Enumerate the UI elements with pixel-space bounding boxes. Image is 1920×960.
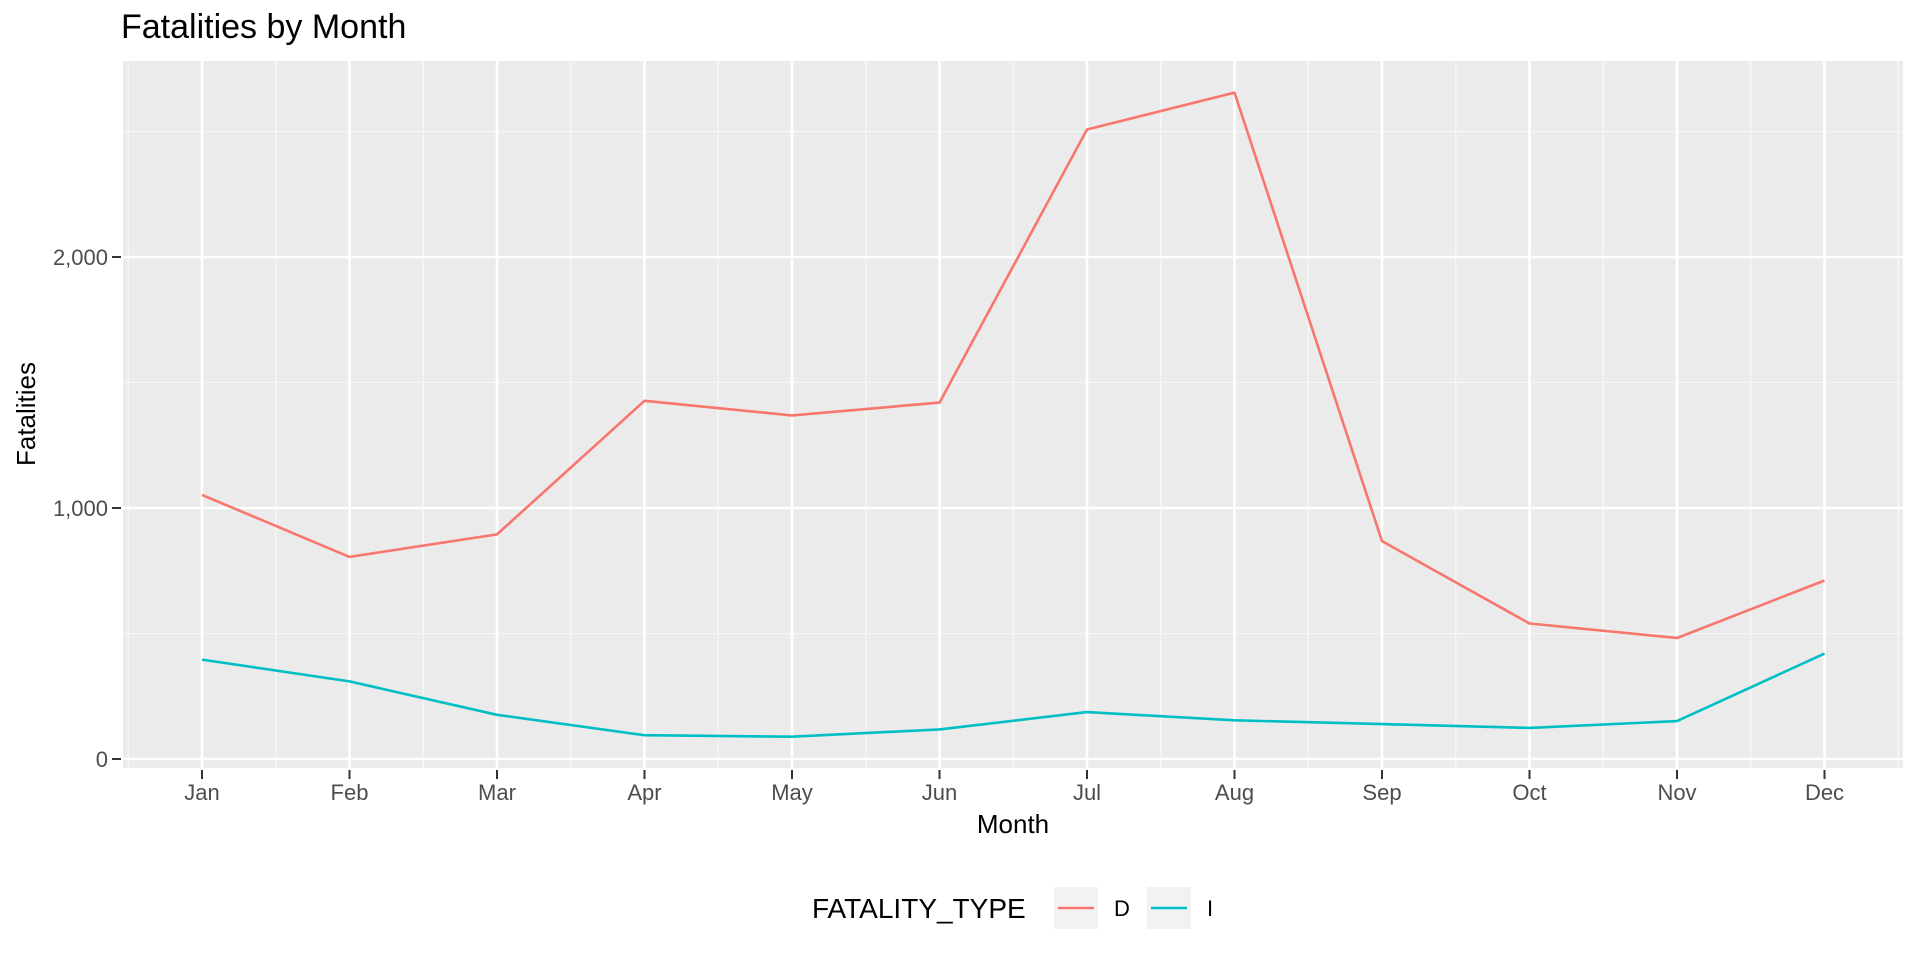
y-tick-label: 2,000 bbox=[53, 245, 108, 270]
x-tick-label: Feb bbox=[331, 780, 369, 805]
y-tick-label: 1,000 bbox=[53, 496, 108, 521]
series-line-i bbox=[201, 652, 1826, 739]
x-tick-label: Mar bbox=[478, 780, 516, 805]
y-tick-label: 0 bbox=[96, 747, 108, 772]
x-tick-label: Jan bbox=[184, 780, 219, 805]
x-tick-label: Oct bbox=[1512, 780, 1546, 805]
grid-major-y bbox=[123, 255, 1903, 761]
x-tick-label: Nov bbox=[1657, 780, 1696, 805]
x-axis-title: Month bbox=[977, 809, 1049, 839]
legend-title: FATALITY_TYPE bbox=[812, 893, 1026, 924]
x-tick-label: Jul bbox=[1073, 780, 1101, 805]
series-line-d bbox=[201, 91, 1825, 640]
legend-label: D bbox=[1114, 896, 1130, 921]
x-tick-label: Apr bbox=[627, 780, 661, 805]
x-tick-label: Dec bbox=[1805, 780, 1844, 805]
x-tick-label: Sep bbox=[1362, 780, 1401, 805]
legend-item-i: I bbox=[1147, 887, 1213, 929]
chart-title: Fatalities by Month bbox=[121, 8, 406, 46]
legend-label: I bbox=[1207, 896, 1213, 921]
y-axis: 0 1,000 2,000 bbox=[53, 245, 121, 772]
x-tick-label: May bbox=[771, 780, 813, 805]
x-axis: Jan Feb Mar Apr May Jun Jul Aug Sep Oct Nov Dec bbox=[184, 770, 1844, 805]
x-tick-label: Jun bbox=[922, 780, 957, 805]
y-axis-title: Fatalities bbox=[11, 362, 41, 466]
grid-major-x bbox=[200, 61, 1826, 768]
legend-item-d: D bbox=[1054, 887, 1130, 929]
series-lines bbox=[201, 91, 1826, 739]
x-tick-label: Aug bbox=[1215, 780, 1254, 805]
grid-minor-x bbox=[127, 61, 1899, 768]
